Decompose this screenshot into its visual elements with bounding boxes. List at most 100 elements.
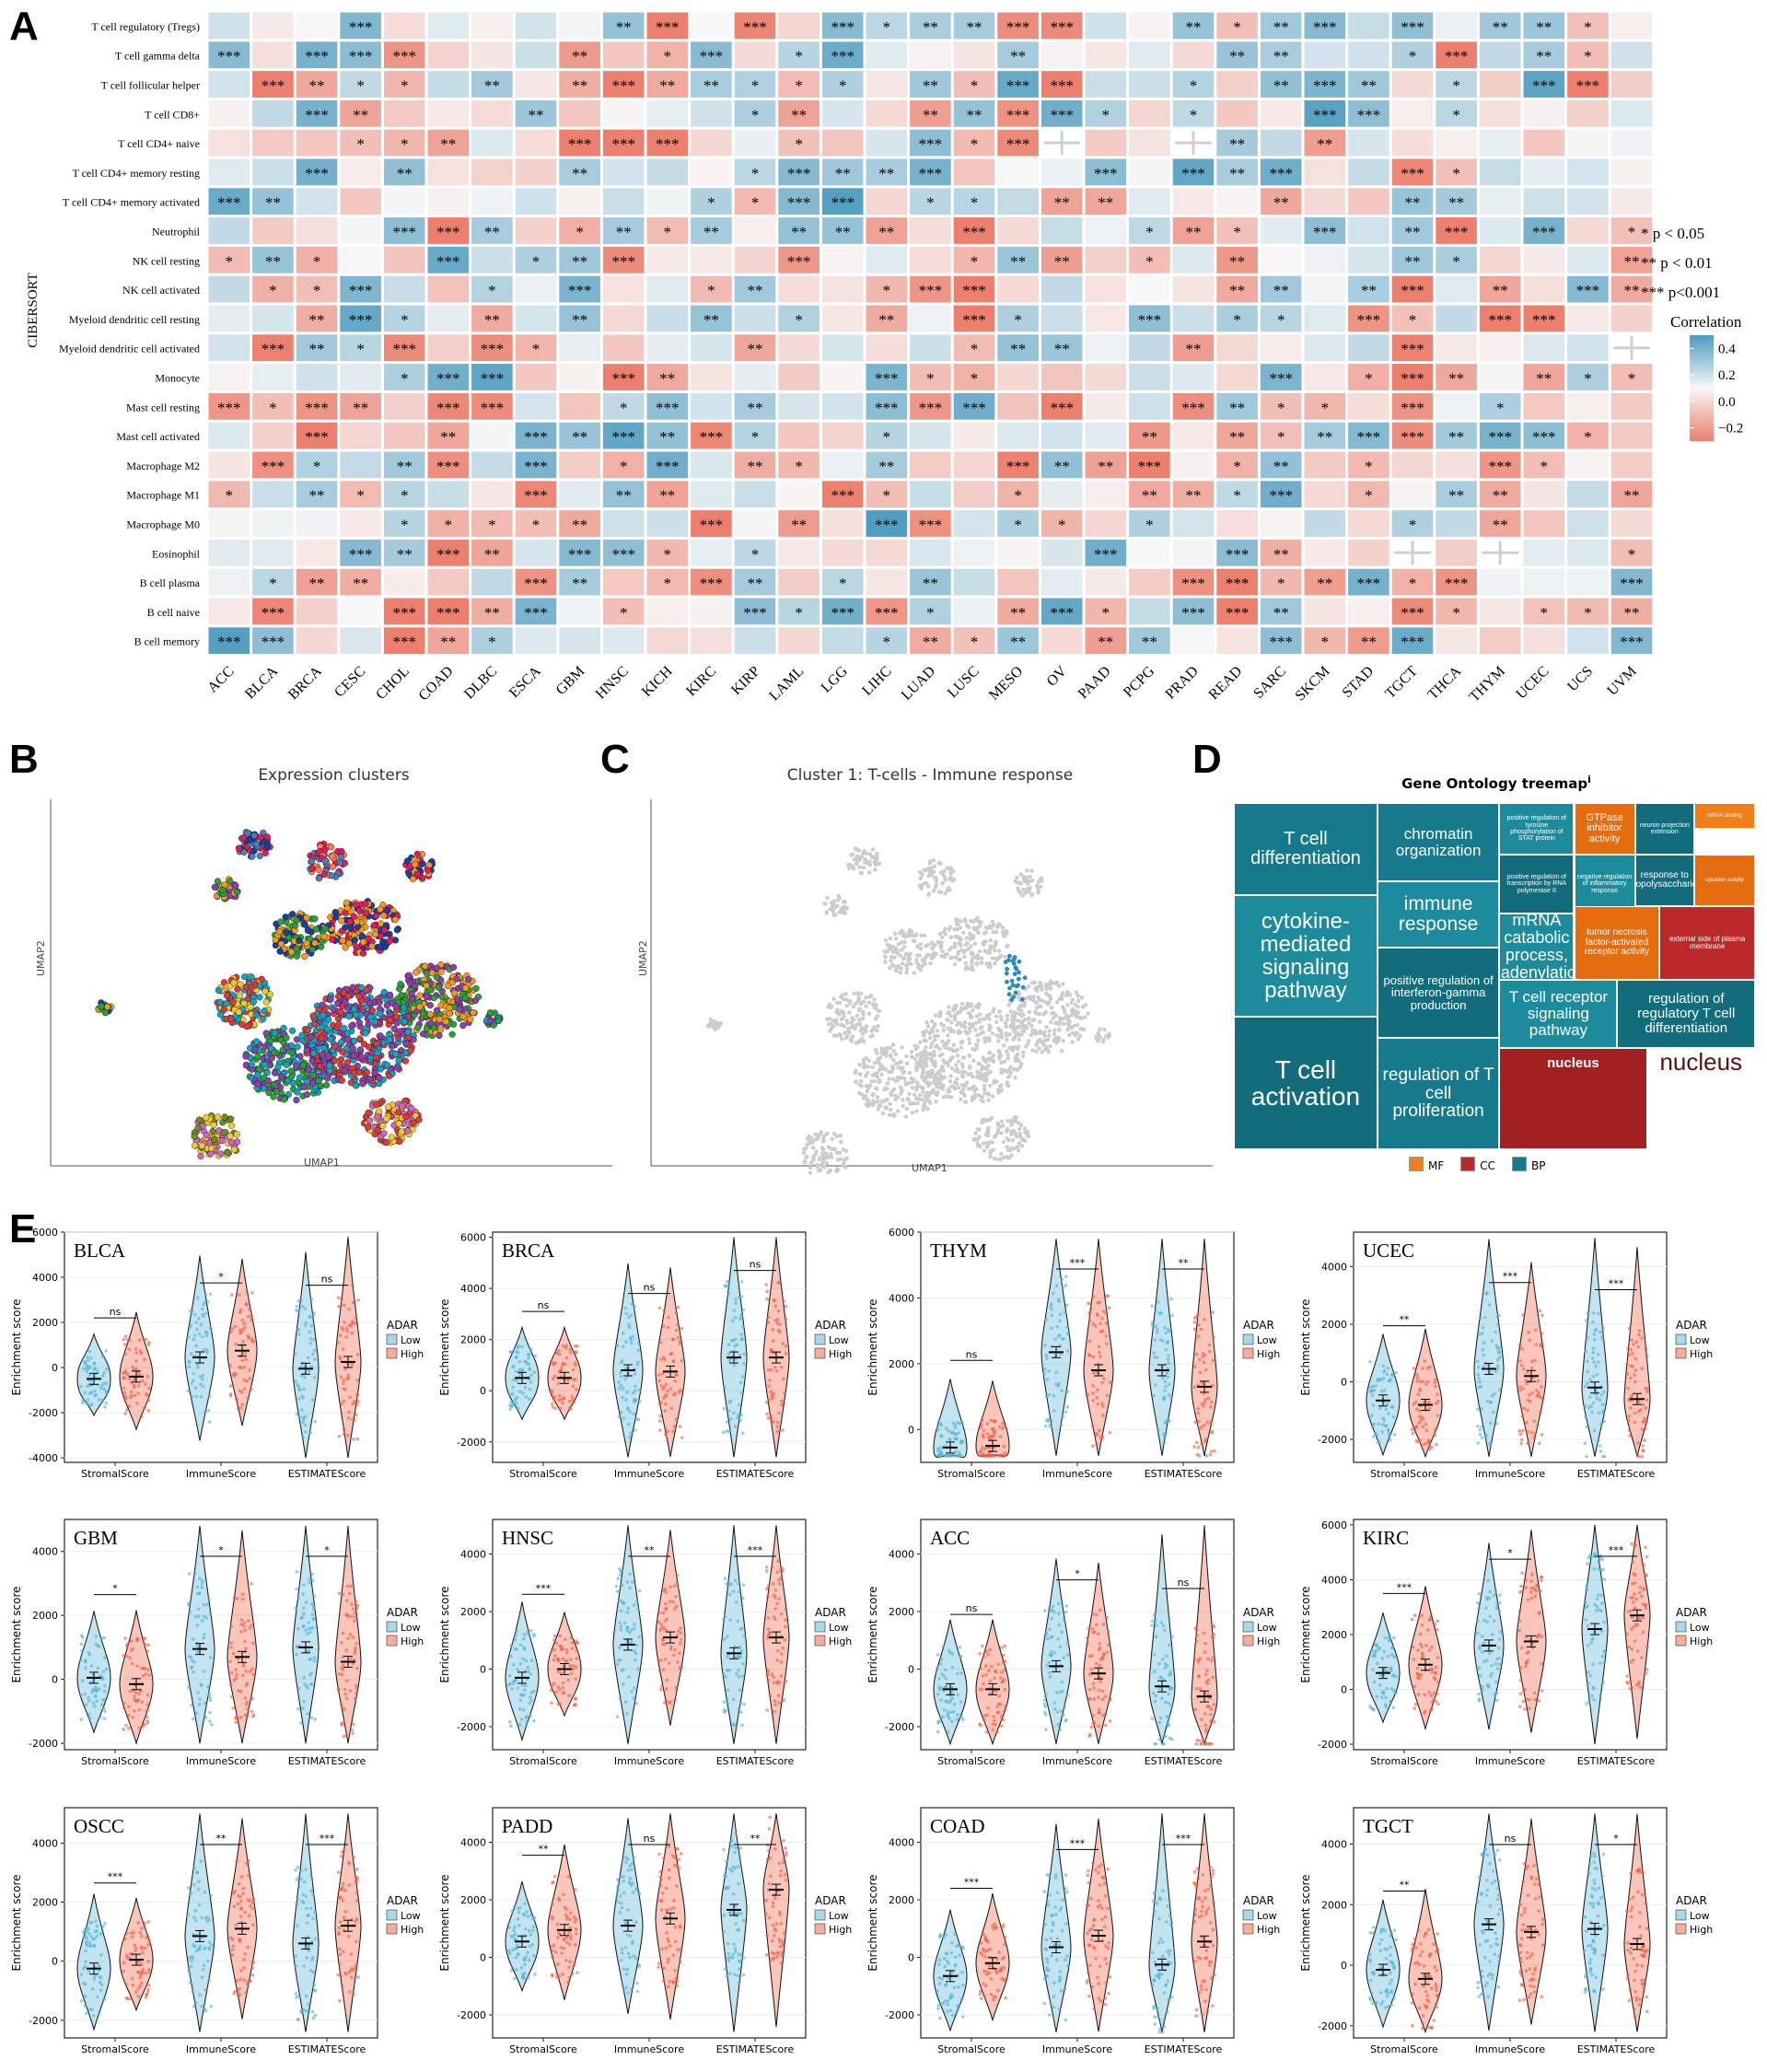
umap-point (296, 1053, 304, 1060)
heatmap-significance: * (226, 252, 234, 270)
heatmap-significance: * (620, 604, 628, 622)
heatmap-cell (1610, 71, 1653, 98)
umap-point (247, 1003, 254, 1011)
umap-point (254, 1053, 262, 1060)
umap-point (353, 943, 360, 950)
heatmap-significance: ** (923, 634, 938, 651)
heatmap-cell (1216, 158, 1258, 186)
umap-point (987, 1017, 992, 1021)
heatmap-cell (691, 510, 732, 537)
violin-point (250, 1291, 254, 1295)
umap-point (921, 1071, 925, 1076)
heatmap-significance: *** (1357, 575, 1381, 592)
violin-point (312, 1376, 317, 1379)
umap-point (873, 867, 878, 872)
umap-point (261, 1007, 268, 1015)
umap-point (878, 1055, 883, 1060)
violin-point (248, 1376, 252, 1380)
heatmap-cell (691, 627, 732, 655)
umap-point (889, 1090, 893, 1096)
umap-point (293, 952, 301, 960)
umap-point (888, 1045, 893, 1051)
heatmap-cell (296, 364, 338, 390)
umap-point (1048, 994, 1052, 999)
umap-point (831, 899, 837, 904)
umap-point (383, 1115, 390, 1123)
heatmap-cell (1216, 99, 1258, 127)
umap-point (982, 1148, 987, 1153)
violin-point (228, 1384, 233, 1388)
heatmap-cell (252, 275, 294, 303)
violin-point (193, 1312, 197, 1317)
umap-highlight-point (1012, 955, 1017, 960)
umap-point (1070, 1040, 1075, 1044)
heatmap-cell (734, 41, 776, 69)
umap-point (908, 951, 913, 957)
umap-point (967, 1037, 971, 1042)
violin-point (242, 1378, 247, 1382)
umap-point (280, 1024, 287, 1032)
heatmap-cell (691, 71, 732, 98)
heatmap-significance: ** (1054, 458, 1070, 475)
umap-point (970, 1095, 975, 1100)
violin-point (250, 1318, 253, 1321)
heatmap-cell (1479, 129, 1521, 157)
umap-point (892, 931, 898, 936)
umap-point (900, 1045, 904, 1050)
umap-point (303, 1046, 310, 1054)
umap-point (233, 888, 241, 896)
umap-point (1027, 1021, 1031, 1026)
umap-point (966, 947, 971, 951)
umap-point (419, 1010, 427, 1018)
umap-point (359, 1080, 366, 1088)
heatmap-cell (1523, 627, 1565, 655)
heatmap-cell (1348, 129, 1389, 157)
umap-point (486, 1018, 494, 1025)
umap-point (830, 1136, 834, 1142)
umap-point (835, 1021, 840, 1027)
umap-point (913, 1096, 919, 1100)
umap-point (945, 866, 949, 870)
heatmap-cell (208, 41, 250, 69)
heatmap-cell (778, 217, 820, 244)
umap-point (1059, 1049, 1064, 1053)
heatmap-cell (1348, 392, 1389, 420)
umap-point (914, 1065, 919, 1069)
heatmap-cell (646, 364, 689, 390)
heatmap-cell (821, 422, 864, 449)
umap-point (870, 1065, 875, 1070)
violin-point (246, 1314, 250, 1319)
heatmap-significance: *** (1181, 165, 1205, 182)
heatmap-significance: ** (1229, 165, 1245, 182)
umap-point (1106, 1035, 1110, 1040)
umap-highlight-point (1010, 959, 1016, 963)
umap-point (371, 1131, 378, 1138)
umap-point (1075, 1010, 1081, 1015)
umap-point (936, 1079, 942, 1085)
violin-x-label: ImmuneScore (186, 1468, 256, 1480)
violin-point (250, 1337, 254, 1341)
heatmap-significance: ** (1229, 282, 1245, 299)
colorbar-tick-label: −0.2 (1718, 422, 1743, 437)
umap-point (1036, 879, 1041, 884)
umap-point (889, 1064, 895, 1069)
umap-point (870, 1073, 876, 1077)
heatmap-cell (515, 539, 557, 566)
heatmap-significance: ** (791, 224, 807, 241)
heatmap-cell (515, 392, 557, 420)
umap-point (850, 852, 855, 856)
heatmap-cell (1172, 41, 1215, 69)
violin-point (242, 1325, 247, 1330)
heatmap-cell (1085, 71, 1127, 98)
heatmap-cell (1479, 627, 1521, 655)
umap-point (990, 1140, 994, 1145)
umap-point (308, 1033, 315, 1041)
violin-point (238, 1308, 243, 1312)
umap-point (1009, 1132, 1014, 1137)
umap-point (891, 1113, 896, 1119)
umap-point (1030, 1028, 1035, 1033)
heatmap-cell (1085, 392, 1127, 420)
heatmap-significance: *** (1138, 311, 1162, 329)
heatmap-significance: ** (1010, 634, 1026, 651)
